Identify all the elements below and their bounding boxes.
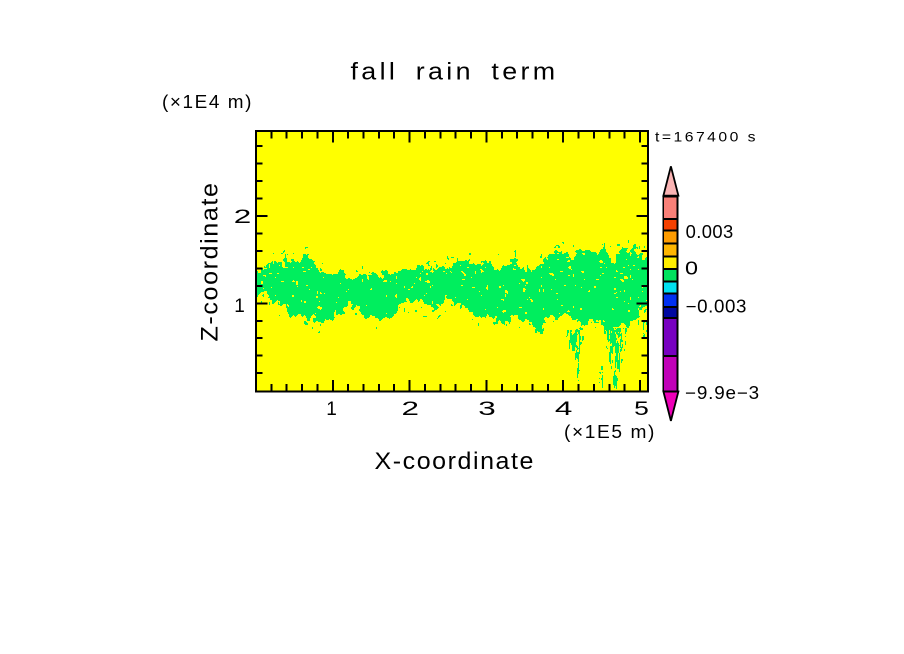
- svg-text:2: 2: [234, 207, 252, 228]
- svg-text:1: 1: [234, 296, 245, 317]
- svg-text:0: 0: [685, 258, 698, 278]
- svg-text:(×1E5 m): (×1E5 m): [564, 422, 656, 442]
- svg-text:(×1E4 m): (×1E4 m): [162, 92, 253, 112]
- svg-text:t=167400 s: t=167400 s: [655, 128, 758, 144]
- svg-text:X-coordinate: X-coordinate: [375, 448, 536, 475]
- svg-text:1: 1: [326, 399, 337, 420]
- svg-text:4: 4: [555, 399, 573, 420]
- svg-text:2: 2: [402, 399, 420, 420]
- svg-text:−0.003: −0.003: [686, 297, 748, 317]
- svg-text:−9.9e−3: −9.9e−3: [685, 383, 760, 403]
- svg-text:3: 3: [478, 399, 496, 420]
- svg-text:fall rain term: fall rain term: [351, 59, 559, 86]
- svg-text:Z-coordinate: Z-coordinate: [197, 182, 224, 342]
- svg-text:5: 5: [634, 399, 649, 420]
- svg-text:0.003: 0.003: [686, 222, 734, 242]
